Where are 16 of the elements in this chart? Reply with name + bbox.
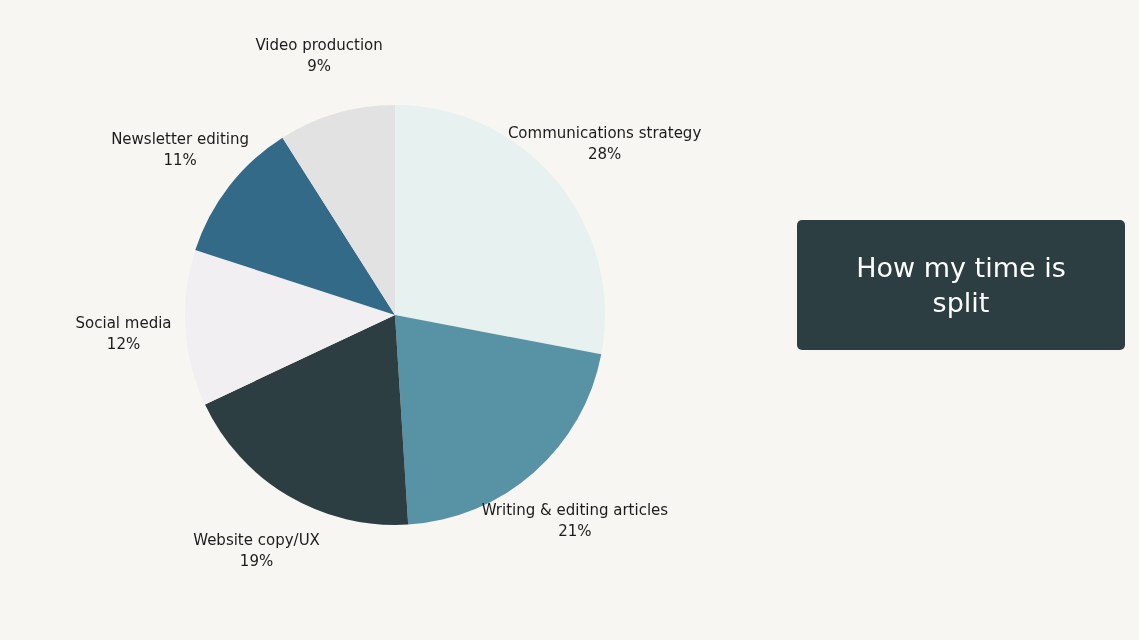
data-label: 28%: [587, 144, 622, 163]
slice-label: Communications strategy: [507, 123, 702, 142]
slice-label: Social media: [75, 314, 172, 333]
data-label: 21%: [558, 522, 592, 541]
slice-label: Newsletter editing: [111, 130, 250, 149]
data-label: 9%: [307, 56, 332, 75]
pie-slice: [204, 315, 409, 525]
data-label: 19%: [239, 552, 274, 571]
pie-slice: [282, 105, 395, 315]
slice-label: Video production: [255, 35, 383, 54]
slice-label: Website copy/UX: [193, 531, 320, 550]
data-label: 12%: [106, 335, 141, 354]
data-label: 11%: [163, 151, 197, 170]
slice-label: Writing & editing articles: [481, 501, 669, 520]
text: How my time is split: [856, 251, 1066, 320]
pie-slice: [185, 250, 395, 405]
